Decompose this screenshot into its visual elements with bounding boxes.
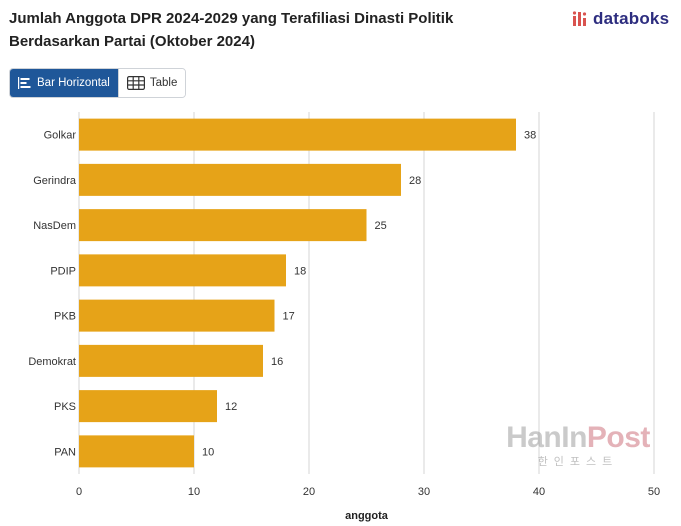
data-label: 17 — [283, 311, 295, 323]
category-label: NasDem — [33, 220, 76, 232]
databoks-logo-icon — [572, 11, 587, 26]
table-button[interactable]: Table — [117, 69, 186, 97]
table-icon — [126, 76, 145, 90]
x-axis-title: anggota — [345, 510, 389, 522]
brand-name: databoks — [593, 9, 670, 28]
data-label: 10 — [202, 446, 214, 458]
x-tick-label: 10 — [188, 486, 200, 498]
data-label: 12 — [225, 401, 237, 413]
bar — [79, 209, 367, 242]
chart-title-line-2: Berdasarkan Partai (Oktober 2024) — [9, 33, 255, 50]
x-tick-label: 40 — [533, 486, 545, 498]
category-label: Demokrat — [28, 356, 76, 368]
data-label: 25 — [375, 220, 387, 232]
category-label: PKB — [54, 311, 76, 323]
x-tick-label: 0 — [76, 486, 82, 498]
x-tick-label: 20 — [303, 486, 315, 498]
table-label: Table — [149, 77, 178, 89]
bar — [79, 344, 263, 377]
chart-title: Jumlah Anggota DPR 2024-2029 yang Terafi… — [9, 7, 549, 53]
bar — [79, 163, 401, 196]
x-tick-label: 50 — [648, 486, 660, 498]
bar-horizontal-button[interactable]: Bar Horizontal — [10, 69, 118, 97]
bar-horizontal-label: Bar Horizontal — [37, 77, 110, 89]
category-label: Gerindra — [33, 175, 77, 187]
bar — [79, 390, 217, 423]
data-label: 18 — [294, 265, 306, 277]
bar — [79, 299, 275, 332]
bar — [79, 435, 194, 468]
data-label: 28 — [409, 175, 421, 187]
chart-title-line-1: Jumlah Anggota DPR 2024-2029 yang Terafi… — [9, 10, 454, 27]
bar — [79, 118, 516, 151]
category-label: PDIP — [50, 265, 76, 277]
category-label: Golkar — [44, 130, 77, 142]
bar — [79, 254, 286, 287]
bar-chart-icon — [18, 77, 31, 89]
data-label: 38 — [524, 130, 536, 142]
bar-chart: 0 10 20 30 40 50 Golkar 38 Gerindra 28 NasDem 25 PDI… — [28, 112, 660, 522]
view-toggle: Bar Horizontal Table — [9, 68, 187, 98]
x-tick-label: 30 — [418, 486, 430, 498]
data-label: 16 — [271, 356, 283, 368]
category-label: PKS — [54, 401, 76, 413]
category-label: PAN — [54, 446, 76, 458]
brand-logo: databoks — [572, 8, 669, 30]
